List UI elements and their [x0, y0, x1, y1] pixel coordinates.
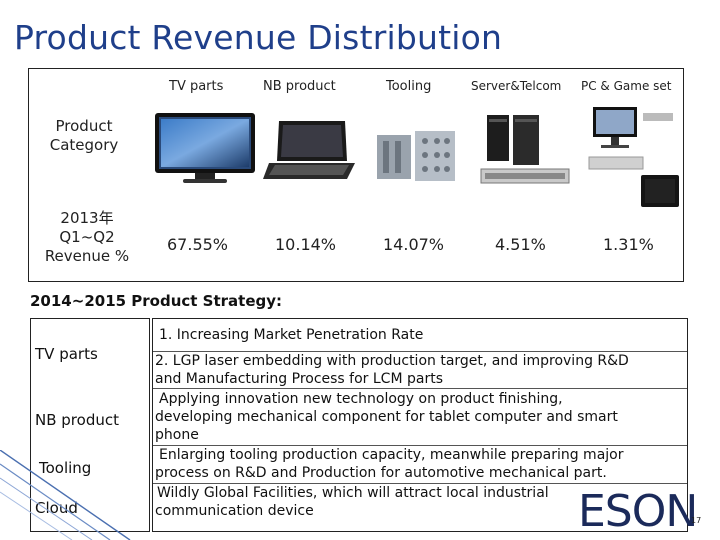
strategy-line: developing mechanical component for tabl… [155, 409, 618, 425]
divider [153, 351, 687, 352]
header-tooling: Tooling [386, 79, 432, 94]
pc-game-console-image [585, 105, 683, 213]
product-category-table: TV parts NB product Tooling Server&Telco… [28, 68, 684, 282]
row-label-product-category-text: Product Category [49, 117, 119, 154]
strategy-line: 2. LGP laser embedding with production t… [155, 353, 629, 369]
revenue-tv-parts: 67.55% [167, 235, 229, 254]
row-label-product-category: Product Category [39, 117, 129, 155]
revenue-pc-game-set: 1.31% [603, 235, 654, 254]
strategy-line: Applying innovation new technology on pr… [159, 391, 563, 407]
strategy-label-cloud: Cloud [35, 499, 78, 517]
strategy-label-tv-parts: TV parts [35, 345, 98, 363]
row-label-revenue-text: 2013年 Q1~Q2 Revenue % [44, 209, 130, 265]
server-image [475, 111, 575, 201]
header-nb-product: NB product [263, 79, 336, 94]
page-number: 17 [691, 516, 702, 525]
divider [153, 388, 687, 389]
header-pc-game-set: PC & Game set [581, 79, 672, 93]
header-tv-parts: TV parts [169, 79, 224, 94]
strategy-line: and Manufacturing Process for LCM parts [155, 371, 443, 387]
strategy-label-nb-product: NB product [35, 411, 119, 429]
row-label-revenue: 2013年 Q1~Q2 Revenue % [31, 209, 143, 266]
tooling-mold-image [367, 121, 467, 195]
revenue-tooling: 14.07% [383, 235, 445, 254]
strategy-text-column: 1. Increasing Market Penetration Rate 2.… [152, 318, 688, 532]
strategy-line: phone [155, 427, 199, 443]
strategy-labels-column: TV parts NB product Tooling Cloud [30, 318, 150, 532]
revenue-server-telcom: 4.51% [495, 235, 546, 254]
strategy-line: communication device [155, 503, 314, 519]
decorative-swoosh-lines [0, 450, 131, 540]
header-server-telcom: Server&Telcom [471, 79, 562, 93]
tv-image [151, 109, 259, 191]
revenue-nb-product: 10.14% [275, 235, 337, 254]
strategy-line: process on R&D and Production for automo… [155, 465, 607, 481]
strategy-table: TV parts NB product Tooling Cloud 1. Inc… [30, 318, 688, 532]
strategy-heading: 2014~2015 Product Strategy: [30, 292, 283, 310]
divider [153, 445, 687, 446]
laptop-image [259, 117, 359, 191]
page-title: Product Revenue Distribution [14, 18, 503, 57]
divider [153, 483, 687, 484]
strategy-line: 1. Increasing Market Penetration Rate [159, 327, 424, 343]
strategy-line: Wildly Global Facilities, which will att… [157, 485, 549, 501]
eson-logo: ESON [578, 486, 698, 537]
strategy-line: Enlarging tooling production capacity, m… [159, 447, 624, 463]
strategy-label-tooling: Tooling [39, 459, 92, 477]
